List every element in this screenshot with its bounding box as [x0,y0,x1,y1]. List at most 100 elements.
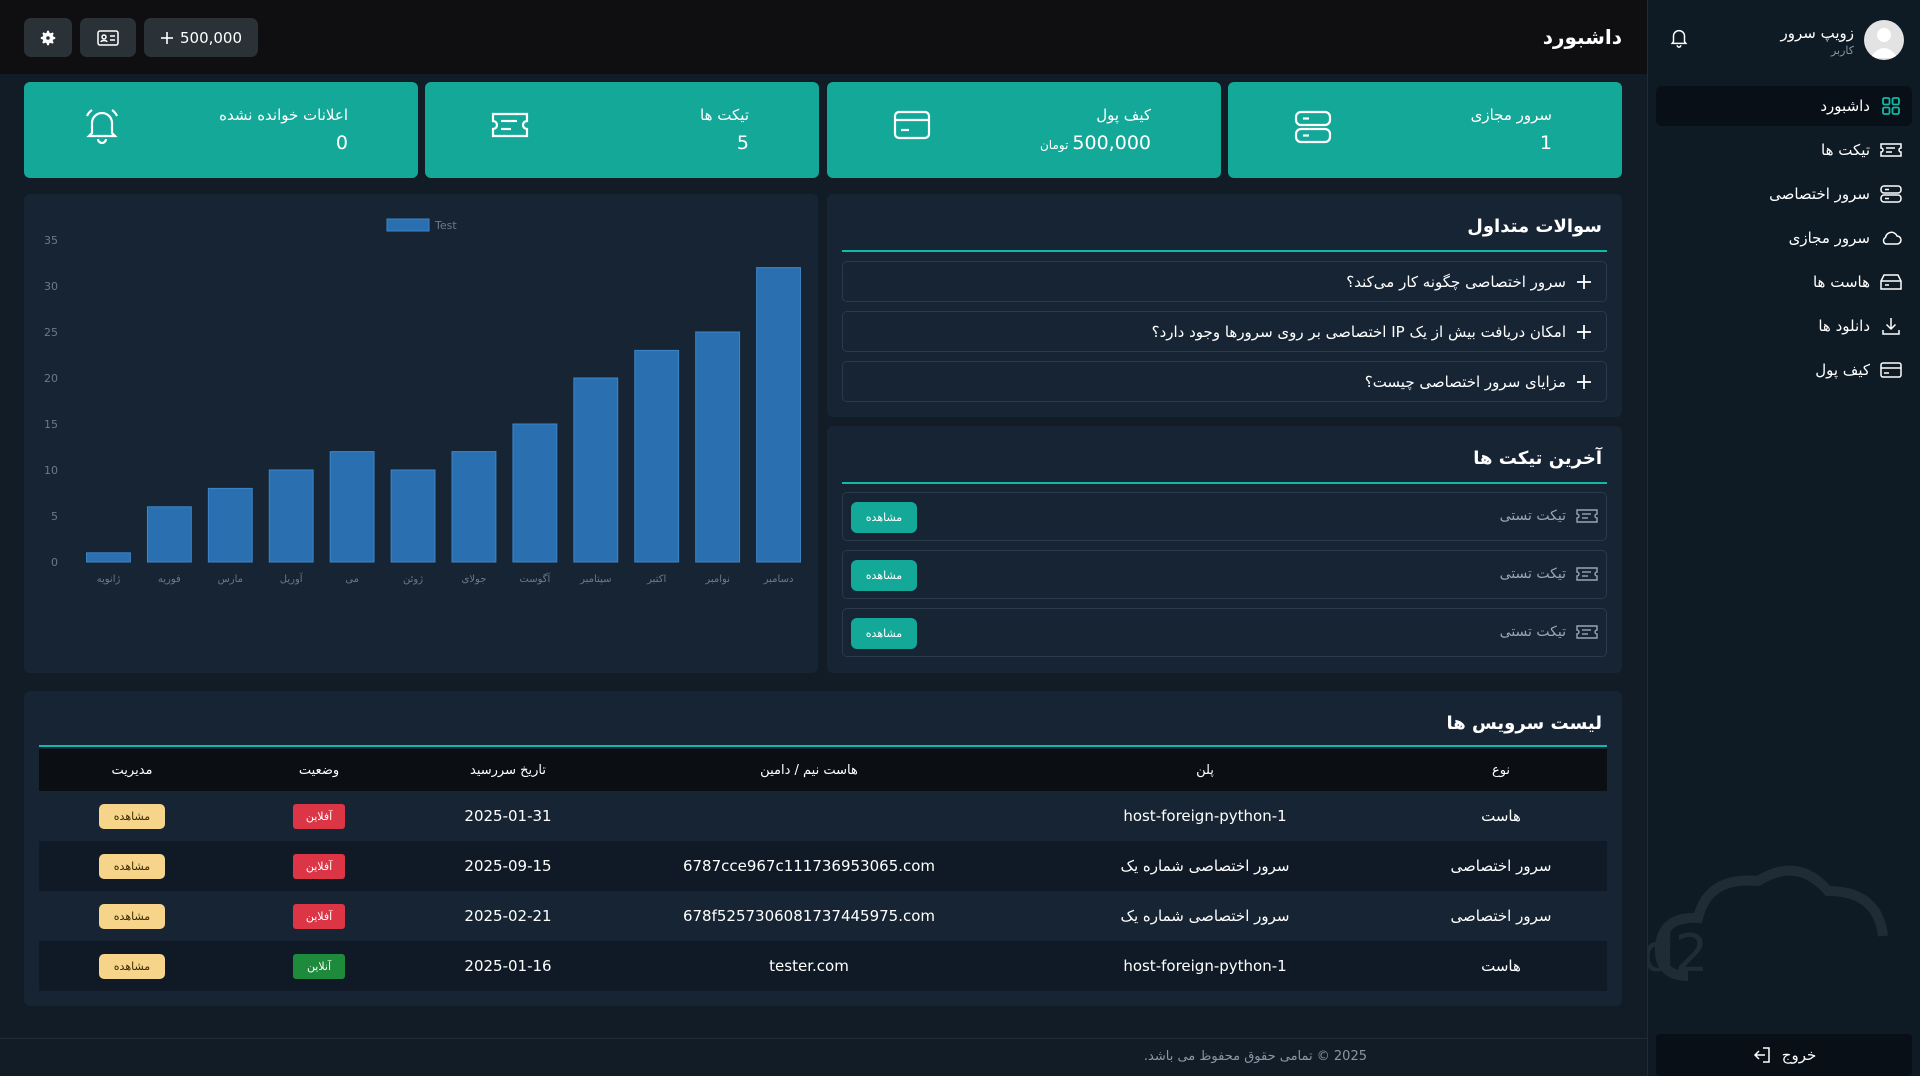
cell-status: آنلاین [225,941,413,991]
cloud-icon [1880,227,1902,249]
cell-domain: tester.com [603,941,1015,991]
chart-panel: 0 5 10 15 20 25 30 35 Test ژانویه فوریه مارس آوریل می… [24,194,818,673]
ticket-icon [1576,566,1598,582]
ticket-icon [491,110,529,140]
watermark-text: Cloud2 [1648,924,1708,984]
logout-icon [1752,1045,1772,1065]
user-role: کاربر [1830,43,1854,57]
column-header: وضعیت [225,749,413,791]
settings-button[interactable] [24,18,72,57]
column-header: مدیریت [39,749,225,791]
cell-type: سرور اختصاصی [1395,841,1607,891]
sidebar-item-dedicated-server[interactable]: سرور اختصاصی [1656,174,1912,214]
view-service-button[interactable]: مشاهده [99,953,165,979]
stat-value-row: 500,000تومان [1040,132,1151,154]
grid-icon [1880,95,1902,117]
sidebar-item-label: سرور اختصاصی [1769,185,1870,203]
stat-value: 1 [1539,132,1552,154]
faq-question: امکان دریافت بیش از یک IP اختصاصی بر روی… [1151,322,1566,341]
table-header-row: نوع پلن هاست نیم / دامین تاریخ سررسید وض… [39,749,1607,791]
table-row: هاست host-foreign-python-1 2025-01-31 آف… [39,791,1607,841]
wallet-icon [893,110,931,140]
column-header: تاریخ سررسید [413,749,603,791]
x-tick-label: آگوست [519,572,551,585]
faq-item[interactable]: سرور اختصاصی چگونه کار می‌کند؟ [842,261,1607,302]
x-tick-label: مارس [218,574,243,585]
x-tick-label: فوریه [158,574,181,585]
wallet-icon [1880,359,1902,381]
faq-question: مزایای سرور اختصاصی چیست؟ [1364,372,1566,391]
x-tick-label: ژانویه [97,574,121,585]
ticket-name: تیکت تستی [1499,624,1566,640]
stat-card-tickets[interactable]: تیکت ها 5 [425,82,819,178]
ticket-icon [1576,508,1598,524]
user-profile[interactable]: زویپ سرور کاربر [1781,20,1904,60]
services-title: لیست سرویس ها [1446,713,1602,734]
cell-action: مشاهده [39,891,225,941]
x-tick-label: آوریل [280,572,304,585]
cell-type: هاست [1395,791,1607,841]
view-ticket-button[interactable]: مشاهده [851,618,917,649]
cell-due-date: 2025-02-21 [413,891,603,941]
y-tick-label: 20 [44,372,58,385]
faq-item[interactable]: مزایای سرور اختصاصی چیست؟ [842,361,1607,402]
table-row: هاست host-foreign-python-1 tester.com 20… [39,941,1607,991]
y-tick-label: 5 [51,510,58,523]
bar [86,552,131,563]
y-tick-label: 15 [44,418,58,431]
bar [146,506,192,563]
cell-action: مشاهده [39,791,225,841]
cell-action: مشاهده [39,941,225,991]
view-ticket-button[interactable]: مشاهده [851,560,917,591]
stat-value: 5 [736,132,749,154]
plus-icon [1576,374,1592,390]
stat-title: اعلانات خوانده نشده [219,106,348,124]
database-icon [1880,271,1902,293]
sidebar-item-tickets[interactable]: تیکت ها [1656,130,1912,170]
avatar [1864,20,1904,60]
cell-status: آفلاین [225,791,413,841]
plus-icon [1576,274,1592,290]
services-panel: لیست سرویس ها نوع پلن هاست نیم / دامین ت… [24,691,1622,1006]
sidebar-item-vps[interactable]: سرور مجازی [1656,218,1912,258]
y-tick-label: 30 [44,280,58,293]
bell-icon [84,106,120,144]
cell-plan: host-foreign-python-1 [1015,941,1395,991]
faq-question: سرور اختصاصی چگونه کار می‌کند؟ [1346,272,1566,291]
sidebar-item-dashboard[interactable]: داشبورد [1656,86,1912,126]
sidebar-item-wallet[interactable]: کیف پول [1656,350,1912,390]
cell-plan: سرور اختصاصی شماره یک [1015,841,1395,891]
topbar: داشبورد 500,000 [0,0,1647,74]
notification-bell-icon[interactable] [1668,26,1690,48]
balance-label: 500,000 [179,28,243,47]
sidebar-item-downloads[interactable]: دانلود ها [1656,306,1912,346]
sidebar-item-label: کیف پول [1815,361,1870,379]
stat-card-notifications[interactable]: اعلانات خوانده نشده 0 [24,82,418,178]
x-tick-label: نوامبر [704,574,730,585]
sidebar-nav: داشبورد تیکت ها سرور اختصاصی سرور مجازی … [1656,86,1912,394]
faq-item[interactable]: امکان دریافت بیش از یک IP اختصاصی بر روی… [842,311,1607,352]
view-service-button[interactable]: مشاهده [99,803,165,829]
bar [268,469,314,563]
stat-card-vps[interactable]: سرور مجازی 1 [1228,82,1622,178]
download-icon [1880,315,1902,337]
cell-due-date: 2025-01-16 [413,941,603,991]
stat-unit: تومان [1039,138,1069,152]
ticket-row: تیکت تستی مشاهده [842,608,1607,657]
cloud-logo-watermark: Cloud2 [1648,865,1888,984]
view-service-button[interactable]: مشاهده [99,903,165,929]
tickets-panel: آخرین تیکت ها تیکت تستی مشاهده تیکت تستی… [827,426,1622,673]
plus-icon [160,31,174,45]
stat-card-wallet[interactable]: کیف پول 500,000تومان [827,82,1221,178]
view-ticket-button[interactable]: مشاهده [851,502,917,533]
sidebar-item-label: سرور مجازی [1788,229,1870,247]
divider [842,482,1607,484]
x-tick-label: دسامبر [763,574,794,585]
sidebar-item-label: تیکت ها [1821,141,1870,159]
logout-button[interactable]: خروج [1656,1034,1912,1076]
view-service-button[interactable]: مشاهده [99,853,165,879]
wallet-balance-button[interactable]: 500,000 [144,18,258,57]
sidebar-item-hosts[interactable]: هاست ها [1656,262,1912,302]
id-card-button[interactable] [80,18,136,57]
column-header: هاست نیم / دامین [603,749,1015,791]
